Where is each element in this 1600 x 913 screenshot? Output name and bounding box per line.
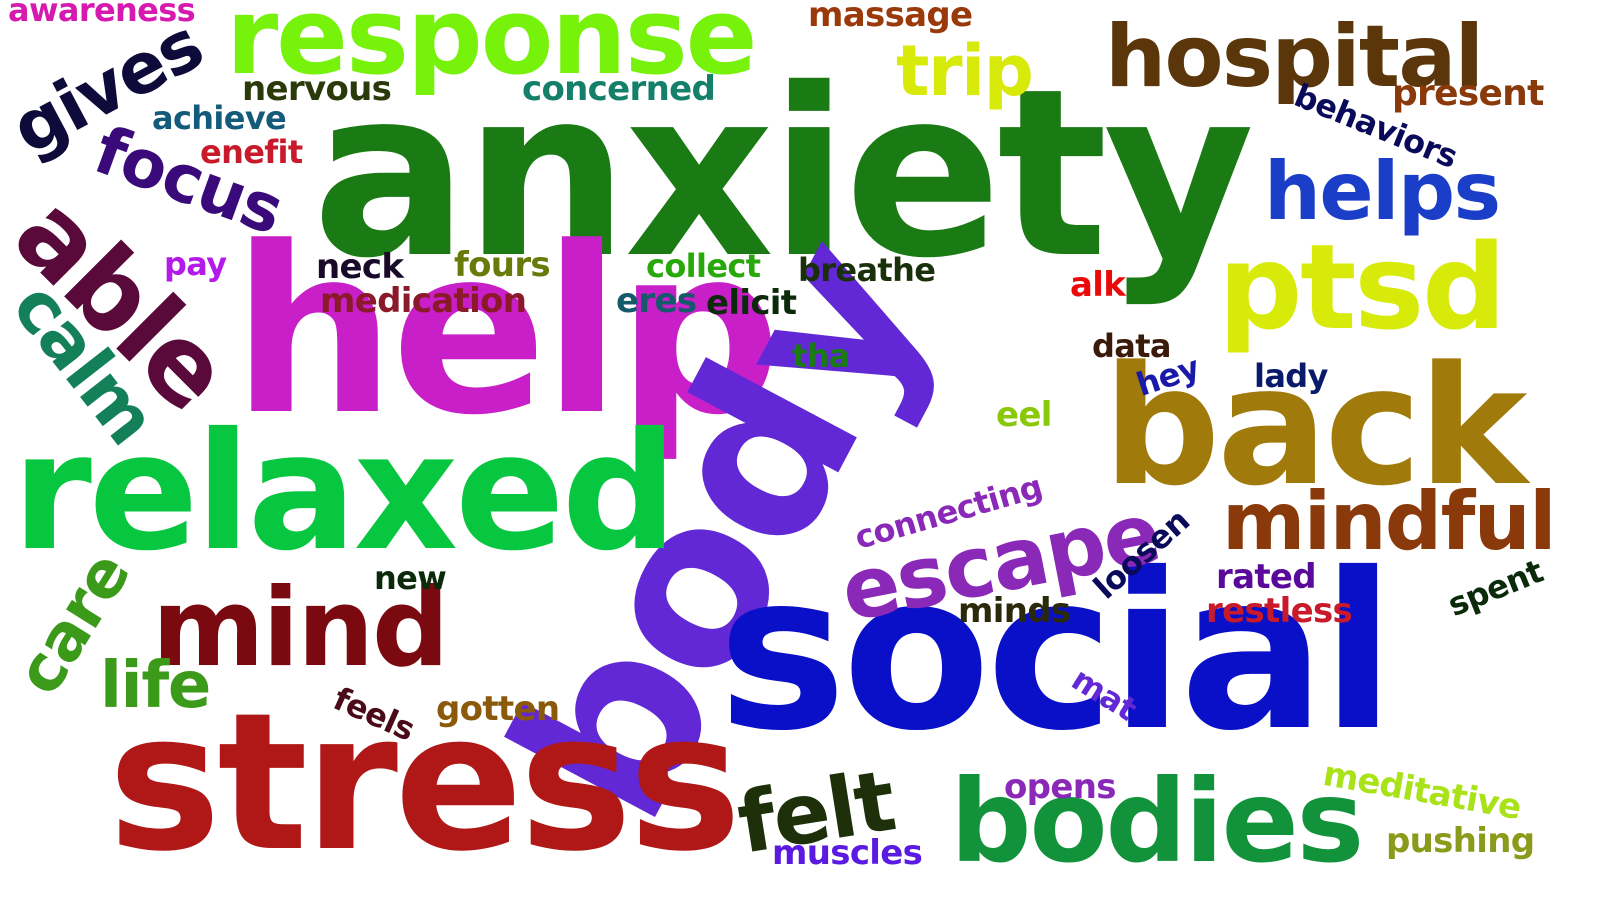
word-help: help [232, 199, 781, 466]
word-present: present [1392, 73, 1544, 114]
word-minds: minds [958, 591, 1071, 631]
word-nervous: nervous [242, 69, 392, 109]
word-helps: helps [1264, 145, 1501, 238]
word-mindful: mindful [1222, 475, 1557, 568]
word-massage: massage [808, 0, 973, 35]
word-pay: pay [164, 245, 227, 283]
word-bodies: bodies [950, 755, 1364, 888]
word-data: data [1092, 327, 1171, 365]
word-muscles: muscles [772, 833, 923, 873]
word-neck: neck [316, 247, 404, 287]
word-alk: alk [1070, 265, 1126, 305]
word-achieve: achieve [152, 99, 287, 137]
word-elicit: elicit [706, 283, 797, 323]
word-new: new [374, 559, 447, 597]
word-tha: tha [792, 337, 850, 375]
word-ptsd: ptsd [1218, 218, 1507, 356]
word-lady: lady [1254, 357, 1328, 395]
word-opens: opens [1004, 767, 1116, 807]
word-trip: trip [896, 30, 1034, 112]
word-breathe: breathe [798, 251, 936, 289]
word-relaxed: relaxed [12, 399, 678, 587]
word-gotten: gotten [436, 689, 560, 729]
word-response: response [226, 0, 758, 98]
word-awareness: awareness [8, 0, 196, 29]
word-fours: fours [454, 245, 551, 285]
word-restless: restless [1206, 591, 1353, 631]
word-rated: rated [1216, 557, 1317, 597]
word-eel: eel [996, 395, 1052, 435]
word-medication: medication [320, 281, 527, 321]
word-eres: eres [616, 281, 697, 321]
word-collect: collect [646, 247, 761, 285]
word-hospital: hospital [1105, 7, 1484, 107]
word-social: social [718, 527, 1395, 778]
word-back: back [1103, 331, 1528, 522]
word-enefit: enefit [200, 133, 303, 171]
word-stress: stress [108, 672, 742, 893]
word-mind: mind [152, 566, 449, 691]
word-life: life [100, 649, 211, 723]
word-anxiety: anxiety [312, 39, 1255, 309]
word-concerned: concerned [522, 69, 716, 109]
word-pushing: pushing [1386, 821, 1535, 861]
